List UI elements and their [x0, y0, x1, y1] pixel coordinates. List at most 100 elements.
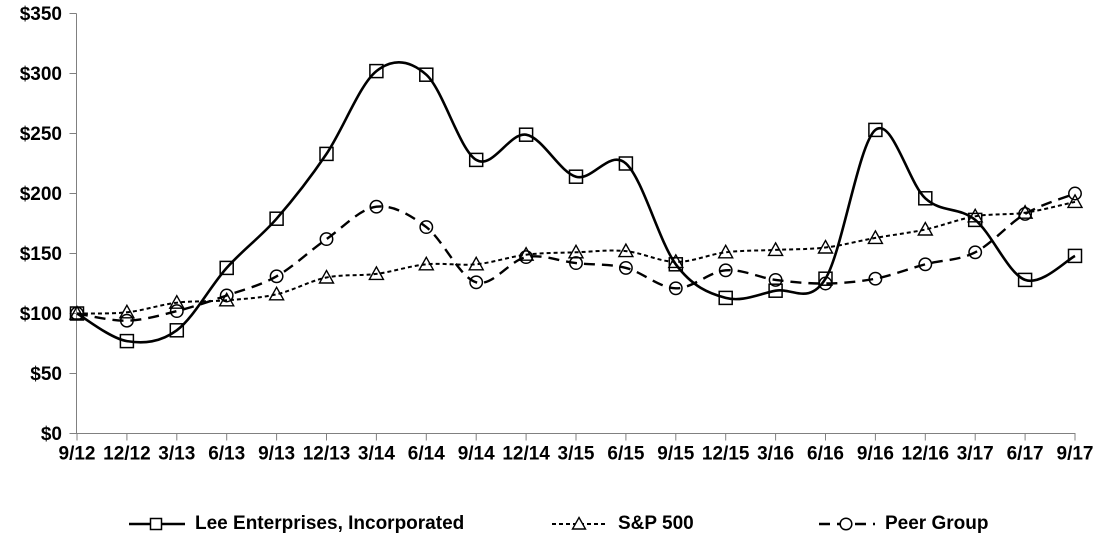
dashed-line-circle-marker-icon	[819, 517, 875, 531]
lee-enterprises-incorporated-marker	[618, 156, 634, 171]
legend-label-sp-500: S&P 500	[618, 513, 694, 534]
x-axis-label: 3/15	[558, 444, 595, 465]
x-axis-label: 3/13	[158, 444, 195, 465]
lee-enterprises-incorporated-marker	[219, 260, 234, 276]
solid-line-square-marker-icon	[129, 517, 185, 531]
y-axis-label: $350	[20, 4, 62, 25]
peer-group-marker	[618, 260, 633, 275]
s-p-500-marker	[468, 255, 485, 271]
s-p-500-marker	[168, 294, 185, 309]
y-axis-label: $200	[20, 184, 62, 205]
x-axis-label: 3/16	[757, 444, 794, 465]
lee-enterprises-incorporated-marker	[468, 152, 484, 168]
peer-group-marker	[718, 263, 733, 278]
s-p-500-marker	[218, 291, 235, 307]
s-p-500-marker	[368, 265, 385, 281]
y-axis-label: $50	[30, 364, 62, 385]
s-p-500-marker	[1066, 193, 1084, 209]
x-axis-label: 6/16	[807, 444, 844, 465]
x-axis-label: 12/16	[902, 444, 950, 465]
chart-plot-area: $0 $50 $100 $150 $200 $250 $300 $350 9/12 12/12 3/…	[20, 4, 1094, 465]
lee-enterprises-incorporated-marker	[718, 290, 733, 306]
y-axis-label: $100	[20, 304, 62, 325]
peer-group-marker	[119, 313, 134, 328]
s-p-500-marker	[817, 239, 834, 254]
lee-enterprises-incorporated-marker	[419, 67, 434, 82]
x-axis-label: 12/12	[103, 444, 151, 465]
peer-group-marker	[169, 304, 184, 319]
y-axis-label: $150	[20, 244, 62, 265]
lee-enterprises-incorporated-marker	[967, 212, 983, 228]
lee-enterprises-incorporated-marker	[269, 211, 284, 226]
s-p-500-marker	[617, 242, 635, 258]
lee-enterprises-incorporated-marker	[169, 323, 185, 338]
y-axis-label: $250	[20, 124, 62, 145]
lee-enterprises-incorporated-marker	[918, 191, 933, 206]
x-axis-label: 6/13	[208, 444, 245, 465]
peer-group-marker	[668, 281, 683, 296]
lee-enterprises-incorporated-marker	[818, 271, 833, 286]
s-p-500-marker	[1016, 204, 1034, 219]
x-axis-label: 9/15	[657, 444, 694, 465]
x-axis-label: 9/14	[458, 444, 495, 465]
lee-enterprises-incorporated-marker	[668, 257, 684, 272]
x-axis-label: 9/12	[59, 444, 96, 465]
dotted-line-triangle-marker-icon	[552, 516, 608, 530]
lee-enterprises-incorporated-marker	[369, 63, 384, 79]
x-axis-label: 3/17	[957, 444, 994, 465]
lee-enterprises-incorporated-marker	[518, 127, 534, 142]
legend-label-peer-group: Peer Group	[885, 513, 989, 534]
peer-group-marker	[519, 250, 534, 265]
peer-group-marker	[1068, 186, 1082, 201]
legend-item-peer-group: Peer Group	[818, 513, 988, 535]
x-axis-label: 12/13	[303, 444, 351, 465]
x-axis-label: 6/14	[408, 444, 445, 465]
peer-group-marker	[219, 288, 234, 303]
lee-enterprises-incorporated-line	[76, 61, 1076, 344]
lee-enterprises-incorporated-marker	[119, 333, 135, 349]
x-axis-label: 6/15	[607, 444, 644, 465]
s-p-500-marker	[917, 221, 934, 236]
peer-group-marker	[469, 275, 484, 290]
peer-group-marker	[569, 256, 583, 271]
s-p-500-marker	[418, 255, 435, 271]
lee-enterprises-incorporated-marker	[568, 169, 584, 184]
peer-group-marker	[319, 232, 334, 247]
s-p-500-marker	[767, 241, 784, 257]
lee-enterprises-incorporated-marker	[69, 306, 85, 321]
x-axis-label: 9/17	[1057, 444, 1094, 465]
s-p-500-marker	[967, 207, 984, 223]
s-p-500-marker	[118, 303, 136, 319]
peer-group-marker	[419, 220, 434, 235]
x-axis-label: 12/14	[502, 444, 550, 465]
x-axis-label: 3/14	[358, 444, 395, 465]
lee-enterprises-incorporated-marker	[1017, 272, 1033, 288]
s-p-500-marker	[667, 253, 684, 269]
x-axis-label: 12/15	[702, 444, 750, 465]
s-p-500-marker	[517, 246, 535, 261]
s-p-500-line	[76, 200, 1076, 315]
lee-enterprises-incorporated-marker	[768, 283, 783, 298]
peer-group-marker	[369, 199, 384, 214]
x-axis-label: 6/17	[1007, 444, 1044, 465]
peer-group-marker	[1018, 206, 1033, 221]
peer-group-marker	[868, 271, 883, 286]
legend-label-lee-enterprises: Lee Enterprises, Incorporated	[195, 513, 465, 534]
legend-item-sp-500: S&P 500	[551, 513, 694, 535]
s-p-500-marker	[318, 269, 335, 284]
peer-group-marker	[968, 245, 983, 260]
peer-group-line	[76, 192, 1076, 322]
peer-group-marker	[918, 257, 933, 272]
s-p-500-marker	[717, 243, 734, 259]
s-p-500-marker	[867, 229, 884, 245]
y-axis-label: $0	[41, 424, 62, 445]
lee-enterprises-incorporated-marker	[319, 146, 334, 162]
lee-enterprises-incorporated-marker	[868, 122, 883, 138]
peer-group-marker	[269, 269, 284, 284]
s-p-500-marker	[567, 243, 585, 259]
lee-enterprises-incorporated-marker	[1067, 248, 1083, 264]
x-axis-label: 9/16	[857, 444, 894, 465]
x-axis-label: 9/13	[258, 444, 295, 465]
peer-group-marker	[768, 272, 783, 287]
